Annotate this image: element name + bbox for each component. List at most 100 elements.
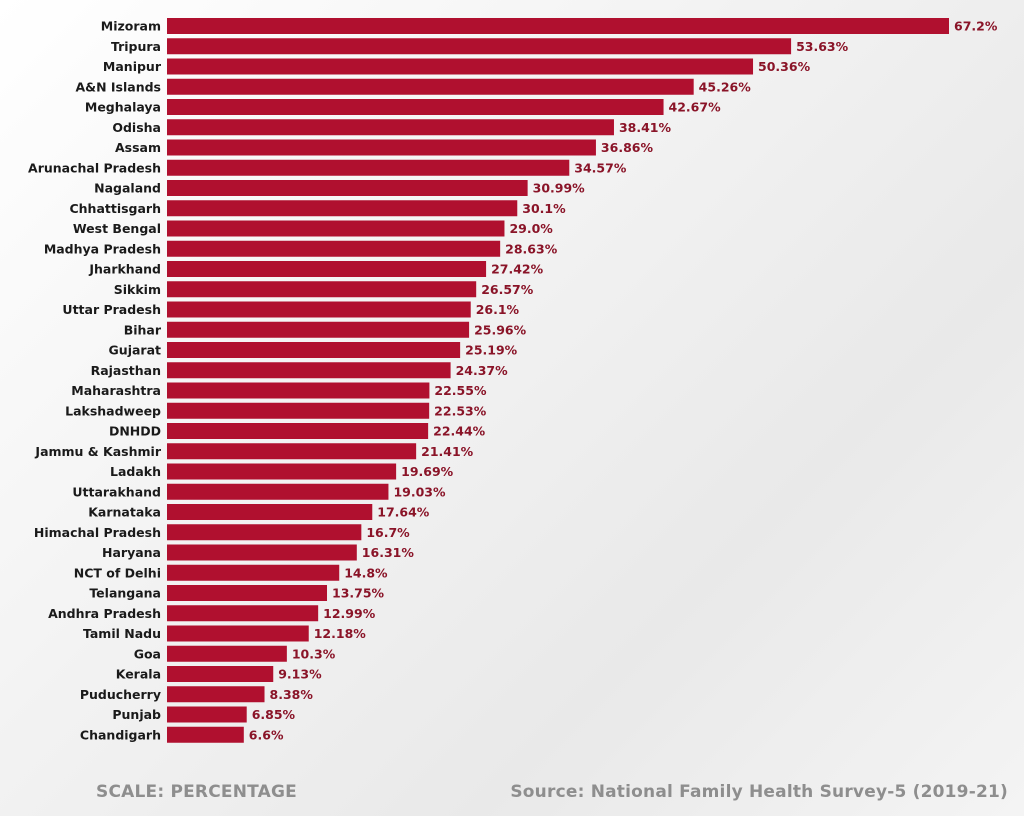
bar	[167, 504, 373, 520]
bar	[167, 342, 461, 358]
bar	[167, 200, 518, 217]
data-label: 10.3%	[292, 646, 336, 661]
category-label: Assam	[115, 140, 161, 155]
scale-label: SCALE: PERCENTAGE	[96, 782, 297, 802]
data-label: 67.2%	[954, 19, 998, 34]
category-label: Odisha	[112, 120, 161, 135]
data-label: 34.57%	[574, 160, 627, 175]
category-label: Jharkhand	[88, 262, 161, 277]
category-label: Goa	[134, 646, 161, 661]
category-label: Tripura	[111, 39, 161, 54]
bar	[167, 180, 528, 196]
data-label: 26.57%	[481, 282, 534, 297]
category-label: Uttar Pradesh	[62, 302, 161, 317]
data-label: 26.1%	[476, 302, 520, 317]
bar	[167, 139, 596, 156]
bar	[167, 402, 430, 419]
bar	[167, 321, 470, 338]
data-label: 17.64%	[377, 505, 430, 520]
data-label: 9.13%	[278, 667, 322, 682]
category-label: Jammu & Kashmir	[34, 444, 161, 459]
category-label: Kerala	[116, 667, 161, 682]
category-label: Gujarat	[109, 343, 161, 358]
data-label: 27.42%	[491, 262, 544, 277]
data-label: 38.41%	[619, 120, 672, 135]
data-label: 22.44%	[433, 424, 486, 439]
category-label: DNHDD	[109, 424, 161, 439]
category-label: Telangana	[89, 586, 161, 601]
bar	[167, 261, 487, 277]
source-label: Source: National Family Health Survey-5 …	[510, 782, 1008, 802]
bar	[167, 686, 265, 703]
bar	[167, 119, 614, 136]
data-label: 16.7%	[366, 525, 410, 540]
category-label: Rajasthan	[91, 363, 161, 378]
category-label: Chandigarh	[80, 727, 161, 742]
bar	[167, 78, 694, 95]
category-label: Meghalaya	[85, 100, 161, 115]
bar	[167, 382, 430, 399]
bar	[167, 159, 570, 176]
data-label: 19.03%	[393, 484, 446, 499]
category-label: Karnataka	[88, 505, 161, 520]
data-label: 25.96%	[474, 322, 527, 337]
category-label: Uttarakhand	[72, 484, 161, 499]
bar	[167, 645, 287, 662]
data-label: 50.36%	[758, 59, 811, 74]
bar	[167, 301, 471, 318]
data-label: 12.18%	[314, 626, 367, 641]
bar	[167, 18, 949, 34]
bar	[167, 240, 501, 257]
bar	[167, 666, 274, 682]
bar	[167, 443, 417, 460]
bar	[167, 281, 477, 298]
bar	[167, 625, 309, 642]
bar	[167, 38, 792, 55]
data-label: 29.0%	[509, 221, 553, 236]
data-label: 19.69%	[401, 464, 454, 479]
category-label: Arunachal Pradesh	[28, 160, 161, 175]
chart-footer: SCALE: PERCENTAGE Source: National Famil…	[0, 770, 1024, 816]
bar	[167, 463, 397, 480]
bar	[167, 220, 505, 237]
bar-chart: Mizoram 67.2% Tripura 53.63% Manipur 50.36% A&…	[28, 18, 998, 743]
data-label: 53.63%	[796, 39, 849, 54]
category-label: Punjab	[112, 707, 161, 722]
data-label: 21.41%	[421, 444, 474, 459]
data-label: 25.19%	[465, 343, 518, 358]
data-label: 8.38%	[270, 687, 314, 702]
data-label: 45.26%	[699, 79, 752, 94]
category-label: NCT of Delhi	[74, 565, 161, 580]
bar	[167, 544, 357, 561]
data-label: 16.31%	[362, 545, 415, 560]
category-label: Madhya Pradesh	[44, 241, 161, 256]
bar	[167, 483, 389, 500]
data-label: 42.67%	[669, 100, 722, 115]
bar	[167, 706, 247, 723]
data-label: 13.75%	[332, 586, 385, 601]
category-label: Puducherry	[80, 687, 161, 702]
data-label: 12.99%	[323, 606, 376, 621]
bar	[167, 99, 664, 115]
category-label: Haryana	[102, 545, 161, 560]
bar	[167, 585, 328, 601]
category-label: Nagaland	[94, 181, 161, 196]
data-label: 6.85%	[252, 707, 296, 722]
data-label: 30.1%	[522, 201, 566, 216]
bar	[167, 564, 340, 581]
data-label: 14.8%	[344, 565, 388, 580]
bar	[167, 58, 754, 75]
category-label: Lakshadweep	[65, 403, 161, 418]
bar	[167, 423, 429, 439]
category-label: West Bengal	[73, 221, 161, 236]
bar	[167, 726, 244, 743]
data-label: 24.37%	[456, 363, 509, 378]
category-label: Tamil Nadu	[83, 626, 161, 641]
bar	[167, 524, 362, 541]
category-label: Chhattisgarh	[69, 201, 161, 216]
data-label: 36.86%	[601, 140, 654, 155]
bar	[167, 605, 319, 622]
data-label: 6.6%	[249, 727, 284, 742]
category-label: Manipur	[103, 59, 162, 74]
category-label: Himachal Pradesh	[34, 525, 161, 540]
